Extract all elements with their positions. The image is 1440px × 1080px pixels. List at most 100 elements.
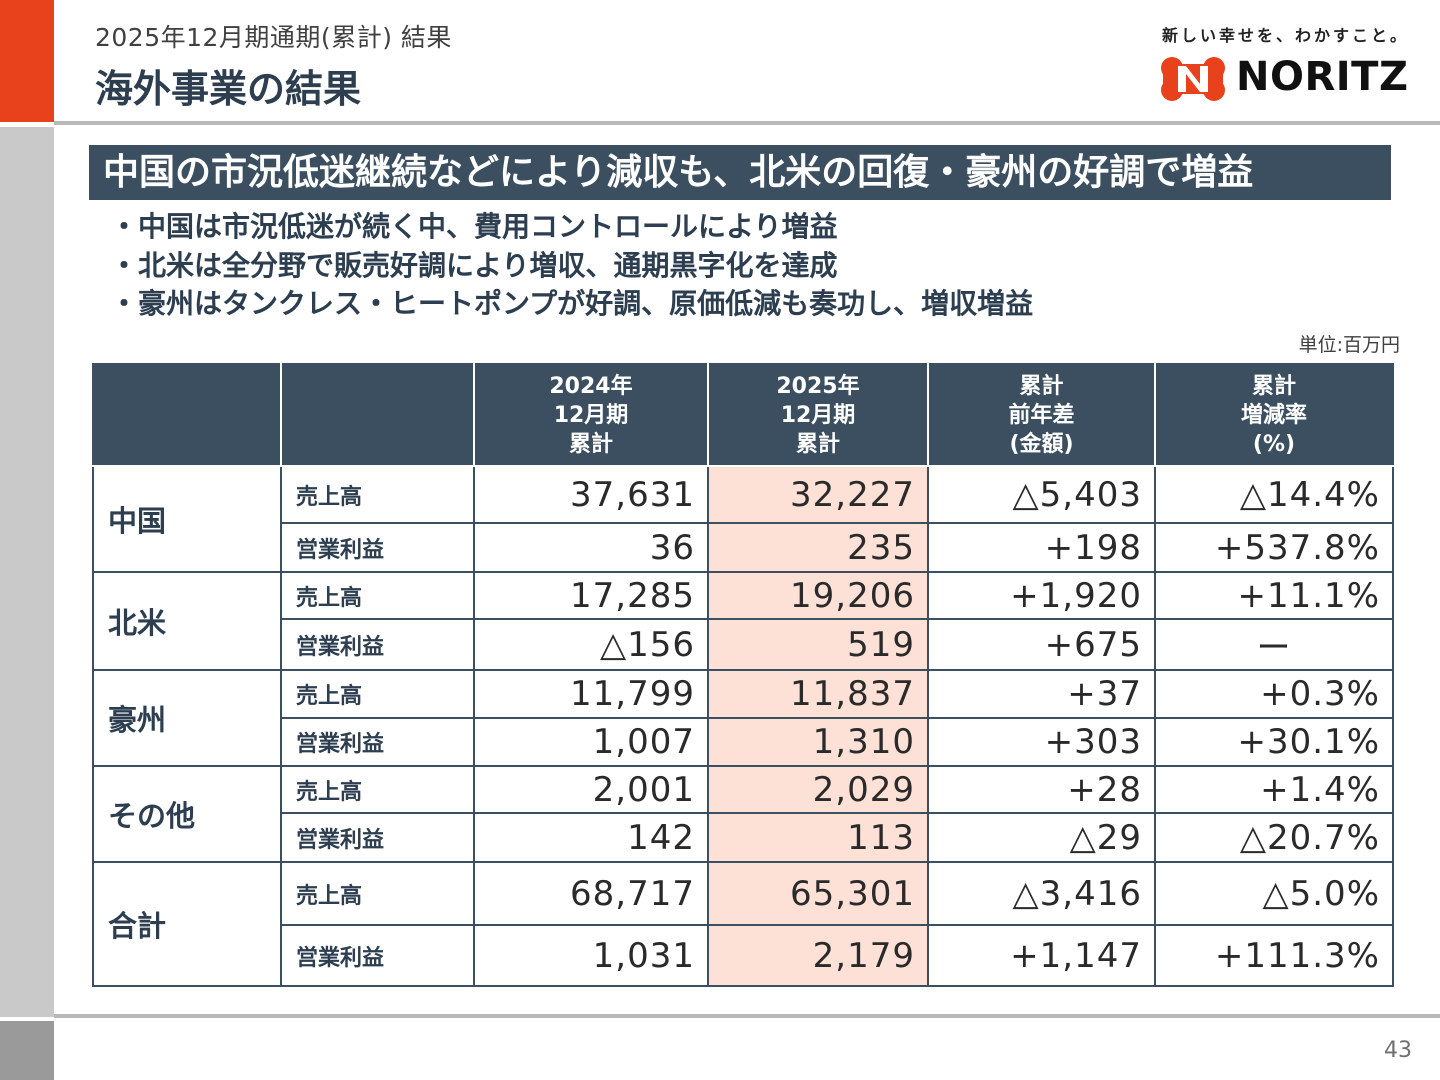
region-cell: その他	[92, 765, 282, 863]
header-line: 累計	[795, 431, 840, 457]
value-diff: +675	[927, 618, 1156, 671]
metric-cell: 営業利益	[280, 924, 475, 987]
value-fy2025: 65,301	[707, 861, 929, 926]
header-line: 累計	[568, 431, 613, 457]
value-diff: △29	[927, 812, 1156, 863]
header-line: 累計	[1019, 373, 1064, 399]
region-cell: 北米	[92, 571, 282, 671]
page-title: 海外事業の結果	[95, 67, 362, 111]
metric-cell: 売上高	[280, 861, 475, 926]
page-subtitle: 2025年12月期通期(累計) 結果	[95, 23, 452, 52]
brand-tagline: 新しい幸せを、わかすこと。	[1162, 26, 1410, 45]
value-rate: △5.0%	[1154, 861, 1394, 926]
table-row: 中国 売上高 37,631 32,227 △5,403 △14.4%	[92, 465, 1394, 573]
table-row-total: 営業利益 1,031 2,179 +1,147 +111.3%	[93, 924, 1394, 987]
value-fy2025: 11,837	[707, 669, 929, 719]
value-rate: +0.3%	[1154, 669, 1394, 719]
value-fy2024: 17,285	[473, 571, 709, 620]
region-cell: 合計	[92, 861, 282, 987]
header-line: (%)	[1252, 431, 1296, 457]
value-diff: △3,416	[927, 861, 1156, 926]
value-fy2024: 36	[473, 522, 709, 573]
table-row: 営業利益 1,007 1,310 +303 +30.1%	[93, 717, 1394, 767]
value-diff: +198	[927, 522, 1156, 573]
value-diff: △5,403	[927, 465, 1156, 524]
value-rate: +537.8%	[1154, 522, 1394, 573]
overseas-results-table: 2024年 12月期 累計 2025年 12月期 累計 累計 前年差 (金額) …	[92, 363, 1394, 987]
metric-cell: 営業利益	[280, 618, 475, 671]
value-rate: +30.1%	[1154, 717, 1394, 767]
bullet-item: ・豪州はタンクレス・ヒートポンプが好調、原価低減も奏功し、増収増益	[110, 287, 1034, 320]
value-diff: +28	[927, 765, 1156, 814]
table-header-row: 2024年 12月期 累計 2025年 12月期 累計 累計 前年差 (金額) …	[92, 363, 1394, 467]
value-fy2025: 235	[707, 522, 929, 573]
accent-bar	[0, 0, 54, 122]
side-bar-bottom	[0, 1021, 54, 1080]
side-bar	[0, 127, 54, 1017]
footer-divider	[54, 1014, 1440, 1018]
table-row: その他 売上高 2,001 2,029 +28 +1.4%	[92, 765, 1394, 863]
metric-cell: 売上高	[280, 465, 475, 524]
bullet-item: ・北米は全分野で販売好調により増収、通期黒字化を達成	[110, 248, 838, 282]
table-row: 豪州 売上高 11,799 11,837 +37 +0.3%	[92, 669, 1394, 767]
table-row: 北米 売上高 17,285 19,206 +1,920 +11.1%	[92, 571, 1394, 671]
value-rate: △14.4%	[1154, 465, 1394, 524]
metric-cell: 売上高	[280, 765, 475, 814]
value-fy2024: 11,799	[473, 669, 709, 719]
value-diff: +37	[927, 669, 1156, 719]
summary-bullets: ・中国は市況低迷が続く中、費用コントロールにより増益 ・北米は全分野で販売好調に…	[110, 208, 1033, 324]
value-fy2024: 1,007	[473, 717, 709, 767]
value-fy2024: 37,631	[473, 465, 709, 524]
headline-banner: 中国の市況低迷継続などにより減収も、北米の回復・豪州の好調で増益	[89, 145, 1391, 200]
value-fy2024: △156	[473, 618, 709, 671]
header-line: 累計	[1251, 373, 1296, 399]
unit-label: 単位:百万円	[1298, 334, 1400, 356]
header-line: 12月期	[780, 402, 856, 428]
value-fy2024: 142	[473, 812, 709, 863]
column-header	[280, 363, 475, 467]
table-row: 営業利益 36 235 +198 +537.8%	[93, 522, 1394, 573]
column-header	[92, 363, 282, 467]
value-fy2025: 19,206	[707, 571, 929, 620]
noritz-logo-mark-icon	[1161, 57, 1225, 101]
table-row: 営業利益 142 113 △29 △20.7%	[93, 812, 1394, 863]
metric-cell: 営業利益	[280, 522, 475, 573]
value-rate: +111.3%	[1154, 924, 1394, 987]
column-header-rate: 累計 増減率 (%)	[1154, 363, 1394, 467]
value-rate: +11.1%	[1154, 571, 1394, 620]
value-fy2025: 2,179	[707, 924, 929, 987]
column-header-diff: 累計 前年差 (金額)	[927, 363, 1156, 467]
value-fy2025: 2,029	[707, 765, 929, 814]
value-fy2025: 32,227	[707, 465, 929, 524]
value-diff: +1,147	[927, 924, 1156, 987]
value-fy2024: 2,001	[473, 765, 709, 814]
table-row-total: 合計 売上高 68,717 65,301 △3,416 △5.0%	[92, 861, 1394, 987]
metric-cell: 営業利益	[280, 717, 475, 767]
metric-cell: 営業利益	[280, 812, 475, 863]
region-cell: 豪州	[92, 669, 282, 767]
header-line: 前年差	[1008, 402, 1075, 428]
table-row: 営業利益 △156 519 +675 ー	[93, 618, 1394, 671]
metric-cell: 売上高	[280, 669, 475, 719]
value-rate: +1.4%	[1154, 765, 1394, 814]
header-line: 12月期	[553, 402, 629, 428]
value-fy2025: 1,310	[707, 717, 929, 767]
header-line: 2025年	[776, 373, 860, 399]
bullet-item: ・中国は市況低迷が続く中、費用コントロールにより増益	[110, 210, 838, 243]
value-rate: ー	[1154, 618, 1394, 671]
header-line: 増減率	[1240, 402, 1307, 428]
header-divider	[54, 121, 1440, 125]
value-diff: +1,920	[927, 571, 1156, 620]
value-diff: +303	[927, 717, 1156, 767]
value-fy2024: 68,717	[473, 861, 709, 926]
header-line: 2024年	[549, 373, 633, 399]
noritz-logo: NORITZ	[1160, 54, 1408, 104]
header-line: (金額)	[1009, 431, 1074, 457]
page-number: 43	[1384, 1038, 1412, 1063]
value-fy2024: 1,031	[473, 924, 709, 987]
column-header-fy2025: 2025年 12月期 累計	[707, 363, 929, 467]
column-header-fy2024: 2024年 12月期 累計	[473, 363, 709, 467]
logo-wordmark: NORITZ	[1236, 54, 1409, 100]
value-fy2025: 519	[707, 618, 929, 671]
metric-cell: 売上高	[280, 571, 475, 620]
